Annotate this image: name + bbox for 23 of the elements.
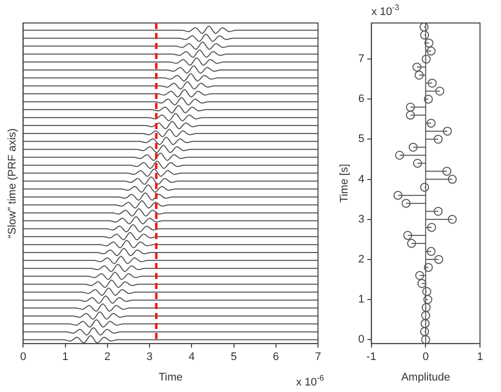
y-tick-label: 2 (358, 253, 364, 266)
x-tick-label: 2 (104, 351, 110, 364)
x-tick-label: 7 (314, 351, 322, 364)
x-axis-title: Time (158, 371, 183, 384)
y-tick-label: 4 (358, 173, 364, 186)
y-tick-label: 3 (358, 213, 364, 226)
x-tick-label: 1 (62, 351, 68, 364)
y-tick-label: 7 (358, 53, 364, 66)
x-tick-label: -1 (366, 351, 376, 364)
y-tick-label: 5 (358, 133, 364, 146)
x-tick-label: 0 (422, 351, 429, 364)
y-tick-label: 6 (358, 93, 364, 106)
y-axis-title: “Slow” time (PRF axis) (6, 128, 19, 238)
y-tick-label: 0 (358, 334, 364, 346)
x-axis-title: Amplitude (401, 371, 450, 384)
x-tick-label: 1 (476, 351, 484, 364)
x-tick-label: 5 (230, 351, 237, 364)
y-axis-title: Time [s] (338, 164, 351, 203)
y-tick-label: 1 (358, 294, 364, 306)
x-tick-label: 0 (20, 351, 26, 364)
x-tick-label: 6 (272, 351, 279, 364)
x-tick-label: 3 (146, 351, 153, 364)
x-tick-label: 4 (188, 351, 195, 364)
